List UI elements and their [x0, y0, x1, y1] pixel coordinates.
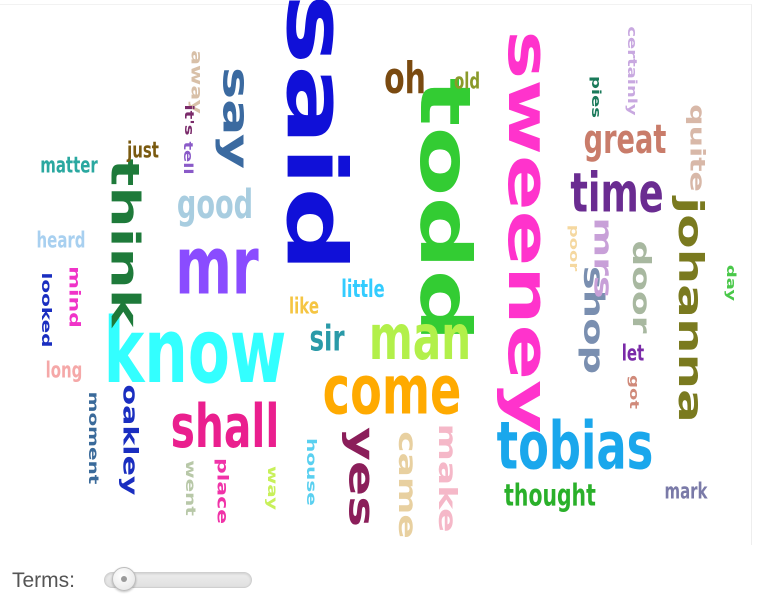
- word-mark: mark: [665, 480, 708, 505]
- word-shop: shop: [577, 266, 609, 374]
- word-oakley: oakley: [118, 385, 142, 496]
- word-its: it's: [182, 105, 196, 136]
- word-house: house: [303, 438, 319, 506]
- word-say: say: [215, 67, 258, 169]
- word-tell: tell: [181, 141, 195, 174]
- word-sweeney: sweeney: [495, 30, 560, 433]
- terms-control: Terms:: [12, 566, 272, 600]
- word-old: old: [454, 70, 480, 95]
- word-sir: sir: [309, 318, 345, 360]
- word-mind: mind: [66, 266, 83, 328]
- word-time: time: [570, 161, 663, 224]
- word-said: said: [268, 0, 363, 273]
- word-great: great: [584, 117, 667, 164]
- word-long: long: [46, 359, 83, 384]
- word-mr: mr: [175, 221, 259, 313]
- word-certainly: certainly: [625, 26, 639, 115]
- word-door: door: [627, 241, 656, 335]
- word-poor: poor: [567, 225, 581, 272]
- word-heard: heard: [37, 229, 86, 254]
- word-pies: pies: [589, 76, 603, 118]
- word-away: away: [188, 50, 205, 114]
- word-tobias: tobias: [497, 409, 654, 485]
- word-cloud-panel: [0, 4, 752, 545]
- word-todd: todd: [404, 78, 485, 343]
- word-know: know: [104, 300, 287, 404]
- word-man: man: [369, 302, 471, 375]
- word-looked: looked: [38, 273, 54, 348]
- terms-slider-handle[interactable]: [112, 567, 136, 591]
- word-little: little: [341, 275, 384, 303]
- word-came: came: [393, 431, 422, 538]
- word-thought: thought: [504, 478, 596, 513]
- word-place: place: [214, 458, 231, 524]
- word-day: day: [724, 265, 738, 301]
- word-like: like: [289, 295, 319, 320]
- word-just: just: [126, 139, 159, 164]
- word-quite: quite: [685, 104, 709, 192]
- word-good: good: [177, 182, 253, 229]
- word-got: got: [627, 375, 641, 409]
- word-make: make: [433, 423, 462, 532]
- terms-slider-track[interactable]: [104, 572, 252, 588]
- word-went: went: [182, 460, 198, 516]
- word-think: think: [102, 159, 148, 329]
- word-mrs: mrs: [588, 218, 618, 299]
- terms-label: Terms:: [12, 569, 75, 592]
- word-shall: shall: [171, 392, 280, 462]
- word-let: let: [622, 342, 644, 367]
- word-moment: moment: [85, 392, 101, 485]
- word-matter: matter: [40, 154, 98, 179]
- word-oh: oh: [384, 52, 426, 103]
- word-come: come: [323, 350, 462, 430]
- word-johanna: johanna: [670, 195, 710, 423]
- word-yes: yes: [341, 427, 382, 527]
- word-way: way: [264, 466, 280, 510]
